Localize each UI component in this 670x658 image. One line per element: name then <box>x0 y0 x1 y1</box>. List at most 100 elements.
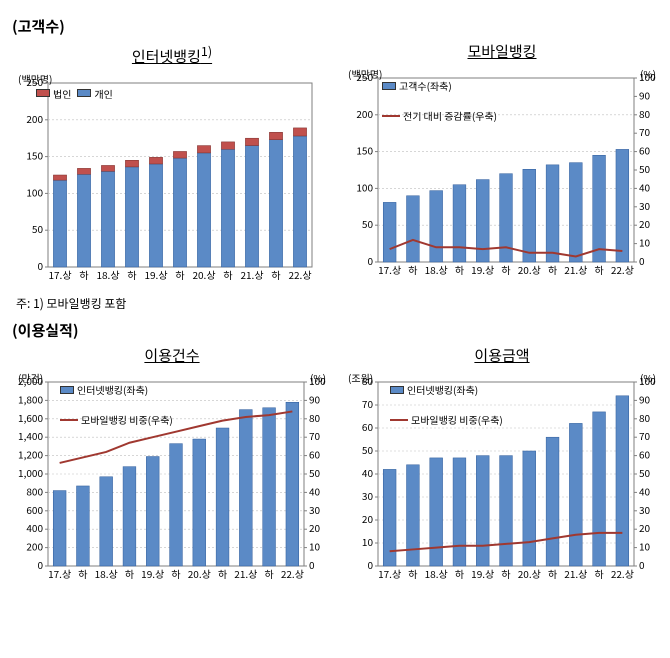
svg-text:20: 20 <box>362 511 374 526</box>
svg-text:0: 0 <box>37 258 43 273</box>
svg-text:19.상: 19.상 <box>471 566 494 581</box>
svg-text:하: 하 <box>548 566 557 581</box>
svg-text:80: 80 <box>639 410 651 425</box>
svg-text:21.상: 21.상 <box>234 566 257 581</box>
svg-text:하: 하 <box>501 566 510 581</box>
svg-text:600: 600 <box>26 502 43 517</box>
svg-text:400: 400 <box>26 520 43 535</box>
svg-text:20: 20 <box>309 520 321 535</box>
svg-text:200: 200 <box>356 106 373 121</box>
svg-text:150: 150 <box>356 143 373 158</box>
svg-text:10: 10 <box>362 534 374 549</box>
svg-text:70: 70 <box>639 428 651 443</box>
svg1-legend: 법인 개인 <box>36 85 119 101</box>
svg-text:20: 20 <box>639 520 651 535</box>
svg-text:90: 90 <box>639 87 651 102</box>
svg-text:50: 50 <box>309 465 321 480</box>
svg-text:40: 40 <box>639 179 651 194</box>
svg-text:1,000: 1,000 <box>18 465 43 480</box>
legend-swatch <box>60 386 74 394</box>
legend-label: 전기 대비 증감률(우축) <box>403 108 497 123</box>
legend-label: 인터넷뱅킹(좌축) <box>77 382 148 397</box>
svg-text:17.상: 17.상 <box>48 566 71 581</box>
chart3-wrap: (만건) (%) 02004006008001,0001,2001,4001,6… <box>12 370 332 590</box>
svg-text:하: 하 <box>264 566 273 581</box>
chart1-wrap: (백만명) 05010015020025017.상하18.상하19.상하20.상… <box>12 71 332 291</box>
row-2: 이용건수 (만건) (%) 02004006008001,0001,2001,4… <box>12 343 658 590</box>
chart2-wrap: (백만명) (%) 050100150200250010203040506070… <box>342 66 662 286</box>
chart3-ylabel-right: (%) <box>310 370 326 385</box>
svg-text:10: 10 <box>639 235 651 250</box>
svg-text:하: 하 <box>78 566 87 581</box>
svg-text:21.상: 21.상 <box>564 262 587 277</box>
chart1-title-text: 인터넷뱅킹 <box>132 46 201 67</box>
svg-text:200: 200 <box>26 539 43 554</box>
panel-chart4: 이용금액 (조원) (%) 01020304050607080010203040… <box>342 343 662 590</box>
svg-text:1,800: 1,800 <box>18 391 43 406</box>
legend-label: 고객수(좌축) <box>399 78 452 93</box>
svg2-legend: 고객수(좌축) 전기 대비 증감률(우축) <box>382 78 503 123</box>
svg-text:1,200: 1,200 <box>18 447 43 462</box>
panel-chart3: 이용건수 (만건) (%) 02004006008001,0001,2001,4… <box>12 343 332 590</box>
svg-text:100: 100 <box>356 179 373 194</box>
chart1-svg: 05010015020025017.상하18.상하19.상하20.상하21.상하… <box>12 71 332 291</box>
legend-swatch <box>77 89 91 97</box>
svg-text:50: 50 <box>362 442 374 457</box>
svg-text:22.상: 22.상 <box>288 267 311 282</box>
svg-text:800: 800 <box>26 483 43 498</box>
legend-item: 법인 <box>36 86 71 101</box>
legend-label: 개인 <box>94 86 112 101</box>
chart4-title: 이용금액 <box>342 345 662 366</box>
legend-swatch <box>36 89 50 97</box>
svg-text:하: 하 <box>455 566 464 581</box>
svg-text:30: 30 <box>639 502 651 517</box>
chart1-ylabel-left: (백만명) <box>18 71 52 86</box>
legend-label: 법인 <box>53 86 71 101</box>
legend-item: 모바일뱅킹 비중(우축) <box>60 412 173 427</box>
svg-text:18.상: 18.상 <box>425 262 448 277</box>
chart4-ylabel-left: (조원) <box>348 370 373 385</box>
svg-text:30: 30 <box>362 488 374 503</box>
legend-item: 전기 대비 증감률(우축) <box>382 108 497 123</box>
svg-text:18.상: 18.상 <box>96 267 119 282</box>
svg-text:0: 0 <box>367 557 373 572</box>
svg-text:하: 하 <box>408 262 417 277</box>
legend-label: 모바일뱅킹 비중(우축) <box>81 412 173 427</box>
svg-text:50: 50 <box>362 216 374 231</box>
svg-text:하: 하 <box>455 262 464 277</box>
svg-text:1,400: 1,400 <box>18 428 43 443</box>
chart2-ylabel-right: (%) <box>640 66 656 81</box>
svg-text:21.상: 21.상 <box>564 566 587 581</box>
svg-text:60: 60 <box>309 447 321 462</box>
svg-text:17.상: 17.상 <box>48 267 71 282</box>
section2-title: (이용실적) <box>12 320 658 341</box>
svg-text:하: 하 <box>271 267 280 282</box>
svg-text:하: 하 <box>408 566 417 581</box>
chart2-title: 모바일뱅킹 <box>342 41 662 62</box>
svg-text:70: 70 <box>639 124 651 139</box>
svg-text:90: 90 <box>309 391 321 406</box>
svg3-legend: 인터넷뱅킹(좌축) 모바일뱅킹 비중(우축) <box>60 382 179 427</box>
legend-item: 고객수(좌축) <box>382 78 497 93</box>
legend-swatch <box>382 115 400 117</box>
panel-chart2: 모바일뱅킹 (백만명) (%) 050100150200250010203040… <box>342 39 662 291</box>
legend-item: 인터넷뱅킹(좌축) <box>390 382 503 397</box>
svg-text:60: 60 <box>362 419 374 434</box>
svg-text:50: 50 <box>639 465 651 480</box>
svg-text:50: 50 <box>639 161 651 176</box>
svg-text:하: 하 <box>218 566 227 581</box>
svg-text:10: 10 <box>309 539 321 554</box>
svg-text:하: 하 <box>594 566 603 581</box>
legend-item: 모바일뱅킹 비중(우축) <box>390 412 503 427</box>
svg-text:하: 하 <box>223 267 232 282</box>
legend-swatch <box>390 386 404 394</box>
svg-text:20: 20 <box>639 216 651 231</box>
legend-swatch <box>382 82 396 90</box>
svg-text:40: 40 <box>309 483 321 498</box>
svg-text:150: 150 <box>26 148 43 163</box>
svg-text:18.상: 18.상 <box>425 566 448 581</box>
svg-text:하: 하 <box>501 262 510 277</box>
svg-text:19.상: 19.상 <box>144 267 167 282</box>
svg-text:0: 0 <box>639 557 645 572</box>
chart3-title: 이용건수 <box>12 345 332 366</box>
